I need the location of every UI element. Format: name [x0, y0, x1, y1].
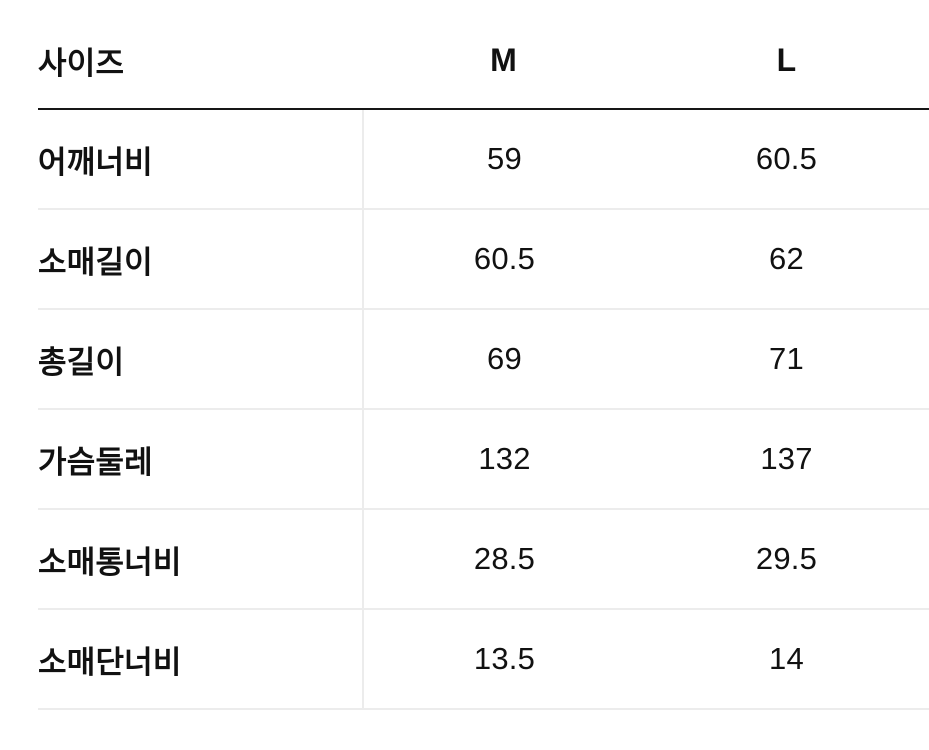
- row-value-l: 137: [760, 441, 813, 476]
- size-table: 사이즈 M L 어깨너비 59 60.5 소매길이 60.5 62 총길이 69…: [38, 12, 929, 710]
- row-label: 소매통너비: [38, 544, 182, 580]
- row-label: 가슴둘레: [38, 444, 153, 480]
- row-value-m: 28.5: [362, 510, 645, 608]
- table-row-total-length: 총길이 69 71: [38, 310, 929, 410]
- row-label: 소매길이: [38, 244, 153, 280]
- table-row-cuff-width: 소매단너비 13.5 14: [38, 610, 929, 710]
- table-row-shoulder-width: 어깨너비 59 60.5: [38, 110, 929, 210]
- row-value-m: 132: [362, 410, 645, 508]
- table-row-sleeve-length: 소매길이 60.5 62: [38, 210, 929, 310]
- row-value-l: 62: [769, 241, 804, 276]
- row-value-m: 59: [362, 110, 645, 208]
- header-col-l: L: [776, 41, 797, 78]
- row-label: 소매단너비: [38, 644, 182, 680]
- table-row-chest-circumference: 가슴둘레 132 137: [38, 410, 929, 510]
- row-value-l: 29.5: [755, 541, 818, 576]
- row-label: 총길이: [38, 344, 125, 380]
- size-table-header-row: 사이즈 M L: [38, 12, 929, 110]
- header-size-label: 사이즈: [38, 45, 125, 81]
- header-col-m: M: [490, 41, 517, 78]
- row-value-l: 60.5: [755, 141, 818, 176]
- row-label: 어깨너비: [38, 144, 153, 180]
- row-value-l: 71: [769, 341, 804, 376]
- table-row-sleeve-width: 소매통너비 28.5 29.5: [38, 510, 929, 610]
- row-value-l: 14: [769, 641, 804, 676]
- row-value-m: 69: [362, 310, 645, 408]
- row-value-m: 60.5: [362, 210, 645, 308]
- row-value-m: 13.5: [362, 610, 645, 708]
